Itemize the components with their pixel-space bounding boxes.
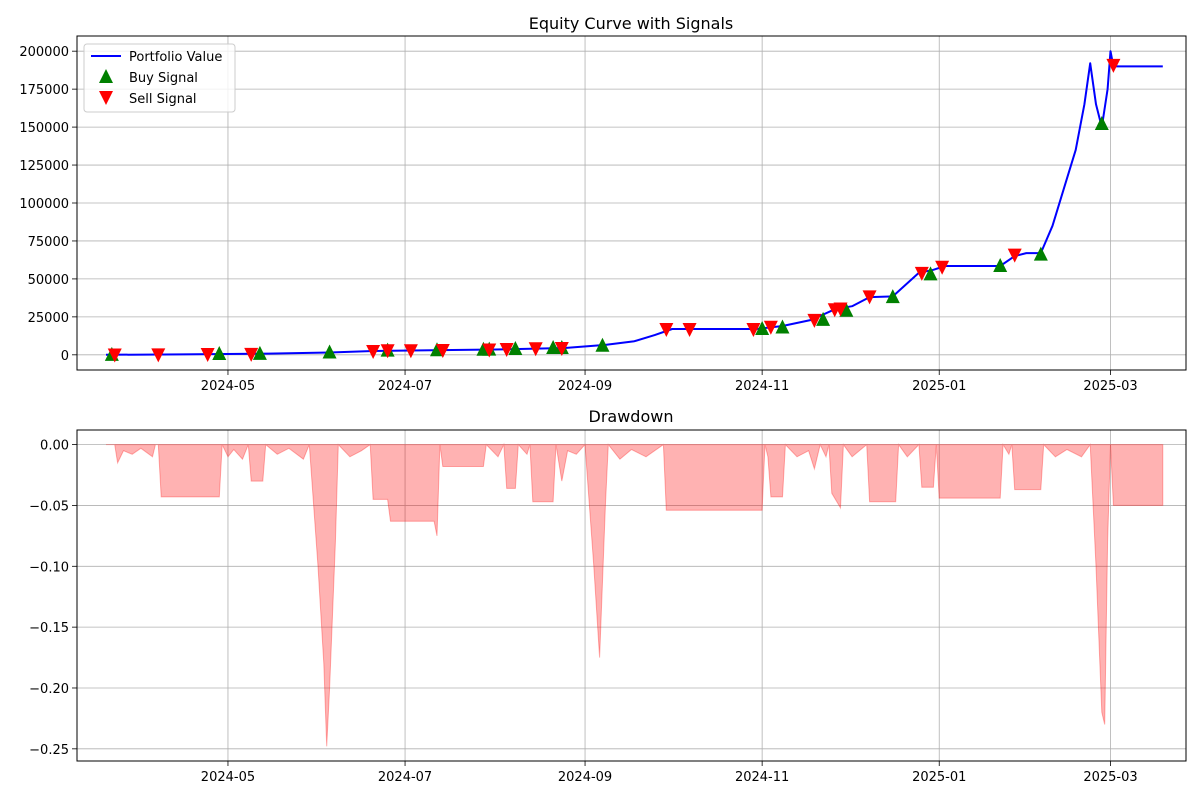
sell-signal-marker [107, 348, 122, 363]
equity-y-tick-label: 100000 [19, 197, 69, 212]
equity-x-tick-label: 2024-09 [558, 379, 612, 394]
sell-signal-marker [200, 348, 215, 363]
drawdown-y-tick-label: −0.25 [29, 743, 69, 758]
buy-signal-marker [508, 341, 523, 356]
equity-x-tick-label: 2024-11 [735, 379, 789, 394]
sell-signal-marker [659, 323, 674, 338]
buy-signal-marker [816, 311, 831, 326]
buy-signal-marker [252, 345, 267, 360]
sell-signal-marker [554, 341, 569, 356]
sell-signal-marker [366, 345, 381, 360]
sell-signal-marker [1106, 58, 1121, 73]
buy-signal-marker [755, 321, 770, 336]
buy-signal-marker [1094, 116, 1109, 131]
drawdown-x-tick-label: 2025-03 [1083, 770, 1137, 785]
sell-signal-marker [1007, 248, 1022, 263]
sell-signal-marker [528, 342, 543, 357]
equity-grid [77, 36, 1186, 370]
drawdown-area [106, 442, 1164, 747]
equity-y-tick-label: 25000 [28, 311, 69, 326]
equity-x-tick-label: 2024-05 [201, 379, 255, 394]
sell-signal-marker [482, 343, 497, 358]
legend-box [83, 43, 236, 113]
equity-x-ticks: 2024-05 2024-07 2024-09 2024-11 2025-01 2025-… [201, 370, 1138, 394]
legend-marker-sell-signal [99, 91, 113, 105]
drawdown-x-tick-label: 2025-01 [912, 770, 966, 785]
legend-label-buy-signal: Buy Signal [129, 71, 198, 86]
buy-signal-marker [993, 258, 1008, 273]
equity-y-tick-label: 125000 [19, 159, 69, 174]
equity-series [104, 50, 1163, 363]
drawdown-x-ticks: 2024-05 2024-07 2024-09 2024-11 2025-01 2025-… [201, 761, 1138, 785]
buy-signal-marker [839, 302, 854, 317]
buy-signal-marker [885, 289, 900, 304]
drawdown-y-tick-label: −0.05 [29, 499, 69, 514]
equity-plot-frame [76, 35, 1187, 371]
buy-signal-marker [775, 319, 790, 334]
sell-signal-marker [914, 266, 929, 281]
equity-y-tick-label: 200000 [19, 45, 69, 60]
sell-signal-marker [244, 347, 259, 362]
drawdown-y-tick-label: −0.10 [29, 560, 69, 575]
drawdown-x-tick-label: 2024-09 [558, 770, 612, 785]
sell-signal-marker [151, 348, 166, 363]
drawdown-x-tick-label: 2024-05 [201, 770, 255, 785]
sell-signal-marker [499, 343, 514, 358]
drawdown-panel: Drawdown 0.00 −0.05 −0.10 −0.15 −0.20 −0.25 2… [29, 407, 1187, 785]
drawdown-x-tick-label: 2024-11 [735, 770, 789, 785]
sell-signal-marker [380, 344, 395, 359]
equity-y-ticks: 0 25000 50000 75000 100000 125000 150000 175000… [19, 45, 77, 364]
drawdown-y-tick-label: −0.20 [29, 682, 69, 697]
sell-signal-marker [862, 290, 877, 305]
sell-signal-marker [746, 323, 761, 338]
sell-signal-marker [763, 320, 778, 335]
buy-signal-marker [595, 337, 610, 352]
drawdown-grid [77, 430, 1186, 761]
drawdown-y-tick-label: −0.15 [29, 621, 69, 636]
drawdown-y-tick-label: 0.00 [40, 439, 69, 454]
equity-y-tick-label: 50000 [28, 273, 69, 288]
equity-x-tick-label: 2025-01 [912, 379, 966, 394]
drawdown-series [106, 442, 1164, 747]
drawdown-plot-frame [76, 429, 1187, 762]
equity-panel: Equity Curve with Signals 0 25000 50000 750… [19, 14, 1187, 394]
sell-signal-marker [935, 260, 950, 275]
equity-y-tick-label: 0 [61, 349, 69, 364]
sell-signal-marker [682, 323, 697, 338]
legend-label-sell-signal: Sell Signal [129, 92, 197, 107]
sell-signal-marker [833, 302, 848, 317]
equity-chart-title: Equity Curve with Signals [529, 14, 733, 33]
equity-x-tick-label: 2024-07 [378, 379, 432, 394]
equity-y-tick-label: 150000 [19, 121, 69, 136]
drawdown-x-tick-label: 2024-07 [378, 770, 432, 785]
sell-signal-marker [807, 313, 822, 328]
buy-signal-marker [322, 344, 337, 359]
legend-label-portfolio-value: Portfolio Value [129, 50, 222, 65]
sell-signal-marker [435, 343, 450, 358]
equity-y-tick-label: 75000 [28, 235, 69, 250]
legend-marker-buy-signal [99, 69, 113, 83]
equity-y-tick-label: 175000 [19, 83, 69, 98]
sell-signal-marker [403, 344, 418, 359]
drawdown-y-ticks: 0.00 −0.05 −0.10 −0.15 −0.20 −0.25 [29, 439, 77, 758]
buy-signal-marker [212, 346, 227, 361]
buy-signal-marker [923, 266, 938, 281]
equity-x-tick-label: 2025-03 [1083, 379, 1137, 394]
equity-legend: Portfolio Value Buy Signal Sell Signal [83, 43, 236, 113]
drawdown-chart-title: Drawdown [589, 407, 674, 426]
buy-signal-marker [1033, 246, 1048, 261]
